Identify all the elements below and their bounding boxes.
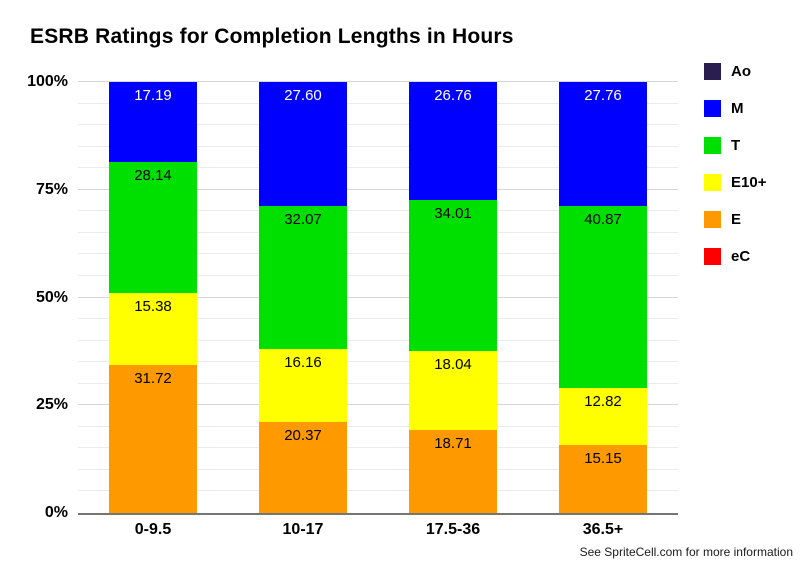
- legend-label: T: [731, 137, 741, 154]
- bar-value-label: 16.16: [284, 354, 322, 372]
- x-axis-labels: 0-9.5 10-17 17.5-36 36.5+: [78, 521, 678, 539]
- bar-value-label: 27.60: [284, 87, 322, 105]
- legend-label: M: [731, 100, 744, 117]
- x-tick-label: 36.5+: [582, 521, 624, 538]
- bar-segment-M[interactable]: 27.60: [259, 82, 347, 206]
- x-tick-label: 0-9.5: [134, 521, 172, 538]
- bar-value-label: 40.87: [584, 210, 622, 228]
- gridline: [78, 425, 678, 427]
- footer-note: See SpriteCell.com for more information: [579, 545, 793, 559]
- chart-title: ESRB Ratings for Completion Lengths in H…: [30, 25, 514, 48]
- bar-segment-E[interactable]: 15.15: [559, 445, 647, 513]
- gridline: [78, 404, 678, 406]
- bar-segment-T[interactable]: 40.87: [559, 205, 647, 389]
- legend-label: eC: [731, 248, 751, 265]
- gridline: [78, 382, 678, 384]
- bar-value-label: 31.72: [134, 370, 172, 388]
- bar-group-36.5+: 15.15 12.82 40.87 27.76: [528, 82, 678, 513]
- bar-segment-E[interactable]: 31.72: [109, 365, 197, 513]
- bar-segment-T[interactable]: 32.07: [259, 205, 347, 350]
- gridline: [78, 145, 678, 147]
- bar-value-label: 15.15: [584, 450, 622, 468]
- bar-value-label: 17.19: [134, 87, 172, 105]
- gridline: [78, 274, 678, 276]
- legend-item-E10+: E10+: [704, 174, 766, 191]
- gridline: [78, 188, 678, 190]
- gridline: [78, 361, 678, 363]
- x-tick-label: 17.5-36: [425, 521, 481, 538]
- legend-swatch-Ao: [704, 63, 721, 80]
- legend-item-Ao: Ao: [704, 63, 766, 80]
- stacked-bar-17.5-36: 18.71 18.04 34.01 26.76: [409, 82, 497, 513]
- legend-swatch-M: [704, 100, 721, 117]
- y-tick-label: 0%: [44, 504, 68, 521]
- bar-value-label: 26.76: [434, 87, 472, 105]
- y-tick-label: 25%: [35, 396, 68, 414]
- bar-value-label: 27.76: [584, 87, 622, 105]
- bar-segment-E10+[interactable]: 18.04: [409, 350, 497, 431]
- bar-segment-E[interactable]: 18.71: [409, 430, 497, 513]
- gridline: [78, 231, 678, 233]
- plot-area: [78, 81, 678, 515]
- bar-group-17.5-36: 18.71 18.04 34.01 26.76: [378, 82, 528, 513]
- legend-label: E10+: [731, 174, 767, 191]
- gridline: [78, 318, 678, 320]
- bar-segment-T[interactable]: 28.14: [109, 162, 197, 294]
- gridline: [78, 447, 678, 449]
- bar-segment-E10+[interactable]: 15.38: [109, 293, 197, 366]
- legend-label: Ao: [731, 63, 751, 80]
- gridline: [78, 339, 678, 341]
- stacked-bar-36.5+: 15.15 12.82 40.87 27.76: [559, 82, 647, 513]
- legend-item-eC: eC: [704, 248, 766, 265]
- gridline: [78, 253, 678, 255]
- bar-value-label: 18.71: [434, 435, 472, 453]
- y-tick-label: 50%: [35, 288, 68, 306]
- bars-layer: 31.72 15.38 28.14 17.19 20.37 16.16 32.07 27.60…: [78, 82, 678, 513]
- bar-segment-E10+[interactable]: 12.82: [559, 388, 647, 446]
- stacked-bar-10-17: 20.37 16.16 32.07 27.60: [259, 82, 347, 513]
- legend-item-M: M: [704, 100, 766, 117]
- legend-swatch-E: [704, 211, 721, 228]
- bar-value-label: 28.14: [134, 167, 172, 185]
- bar-value-label: 12.82: [584, 393, 622, 411]
- gridline: [78, 81, 678, 82]
- bar-value-label: 32.07: [284, 210, 322, 228]
- y-tick-label: 75%: [35, 180, 68, 198]
- bar-value-label: 20.37: [284, 426, 322, 444]
- y-axis-labels: 0% 25% 50% 75% 100%: [0, 73, 68, 521]
- legend-item-T: T: [704, 137, 766, 154]
- gridline: [78, 167, 678, 169]
- legend-swatch-E10+: [704, 174, 721, 191]
- bar-segment-T[interactable]: 34.01: [409, 200, 497, 351]
- bar-value-label: 18.04: [434, 355, 472, 373]
- legend-item-E: E: [704, 211, 766, 228]
- gridline: [78, 102, 678, 104]
- x-tick-label: 10-17: [282, 521, 324, 538]
- bar-value-label: 34.01: [434, 205, 472, 223]
- legend-label: E: [731, 211, 742, 228]
- bar-segment-M[interactable]: 17.19: [109, 82, 197, 163]
- stacked-bar-0-9.5: 31.72 15.38 28.14 17.19: [109, 82, 197, 513]
- gridline: [78, 490, 678, 492]
- bar-segment-M[interactable]: 27.76: [559, 82, 647, 206]
- bar-group-10-17: 20.37 16.16 32.07 27.60: [228, 82, 378, 513]
- y-tick-label: 100%: [27, 73, 68, 90]
- gridline: [78, 296, 678, 298]
- gridline: [78, 124, 678, 126]
- bar-segment-M[interactable]: 26.76: [409, 82, 497, 201]
- legend-swatch-T: [704, 137, 721, 154]
- bar-group-0-9.5: 31.72 15.38 28.14 17.19: [78, 82, 228, 513]
- legend-swatch-eC: [704, 248, 721, 265]
- gridline: [78, 210, 678, 212]
- bar-segment-E[interactable]: 20.37: [259, 421, 347, 513]
- bar-segment-E10+[interactable]: 16.16: [259, 349, 347, 422]
- bar-value-label: 15.38: [134, 298, 172, 316]
- gridline: [78, 468, 678, 470]
